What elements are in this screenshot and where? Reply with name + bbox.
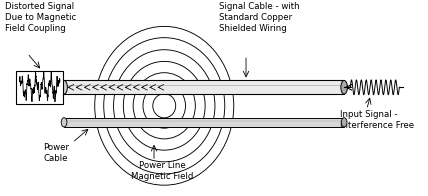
Text: Power Line
Magnetic Field: Power Line Magnetic Field: [131, 161, 193, 181]
Text: Input Signal -
Interference Free: Input Signal - Interference Free: [340, 110, 414, 130]
Ellipse shape: [61, 118, 67, 127]
Ellipse shape: [341, 118, 347, 127]
Text: Distorted Signal
Due to Magnetic
Field Coupling: Distorted Signal Due to Magnetic Field C…: [5, 2, 76, 33]
Ellipse shape: [341, 81, 348, 94]
Text: Signal Cable - with
Standard Copper
Shielded Wiring: Signal Cable - with Standard Copper Shie…: [220, 2, 300, 33]
Polygon shape: [16, 71, 63, 104]
Text: Power
Cable: Power Cable: [43, 143, 69, 163]
Polygon shape: [64, 118, 344, 127]
Polygon shape: [64, 81, 344, 94]
Ellipse shape: [61, 81, 67, 94]
